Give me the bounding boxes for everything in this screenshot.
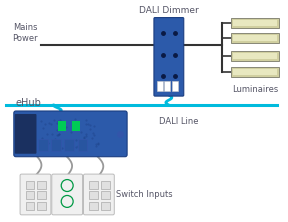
Bar bbox=[37, 192, 46, 199]
Text: Switch Inputs: Switch Inputs bbox=[116, 190, 173, 199]
Bar bbox=[234, 69, 277, 75]
Bar bbox=[89, 180, 98, 188]
Bar bbox=[58, 121, 66, 131]
Bar bbox=[38, 139, 48, 151]
Bar bbox=[232, 18, 279, 28]
Bar bbox=[232, 67, 279, 77]
Bar bbox=[65, 139, 74, 151]
FancyBboxPatch shape bbox=[14, 111, 127, 157]
Bar bbox=[234, 53, 277, 59]
Bar bbox=[101, 202, 110, 210]
Text: Luminaires: Luminaires bbox=[232, 85, 278, 94]
Bar bbox=[77, 139, 88, 151]
Bar bbox=[234, 36, 277, 42]
Bar bbox=[234, 20, 277, 26]
Bar bbox=[101, 180, 110, 188]
Bar bbox=[101, 192, 110, 199]
Bar bbox=[232, 51, 279, 61]
Bar bbox=[89, 192, 98, 199]
Bar bbox=[37, 180, 46, 188]
FancyBboxPatch shape bbox=[52, 174, 83, 215]
Bar bbox=[164, 81, 170, 91]
FancyBboxPatch shape bbox=[84, 174, 114, 215]
Text: eHub: eHub bbox=[16, 98, 42, 108]
Bar bbox=[72, 121, 80, 131]
Bar bbox=[172, 81, 178, 91]
Bar bbox=[26, 180, 35, 188]
Text: Mains
Power: Mains Power bbox=[12, 23, 38, 44]
FancyBboxPatch shape bbox=[15, 114, 37, 154]
Bar bbox=[89, 202, 98, 210]
Bar bbox=[232, 34, 279, 44]
Bar bbox=[51, 139, 61, 151]
FancyBboxPatch shape bbox=[20, 174, 51, 215]
FancyBboxPatch shape bbox=[154, 18, 184, 96]
Text: DALI Line: DALI Line bbox=[159, 117, 198, 126]
Bar bbox=[26, 202, 35, 210]
Bar bbox=[26, 192, 35, 199]
Bar bbox=[157, 81, 163, 91]
Bar bbox=[37, 202, 46, 210]
Text: DALI Dimmer: DALI Dimmer bbox=[139, 6, 199, 15]
